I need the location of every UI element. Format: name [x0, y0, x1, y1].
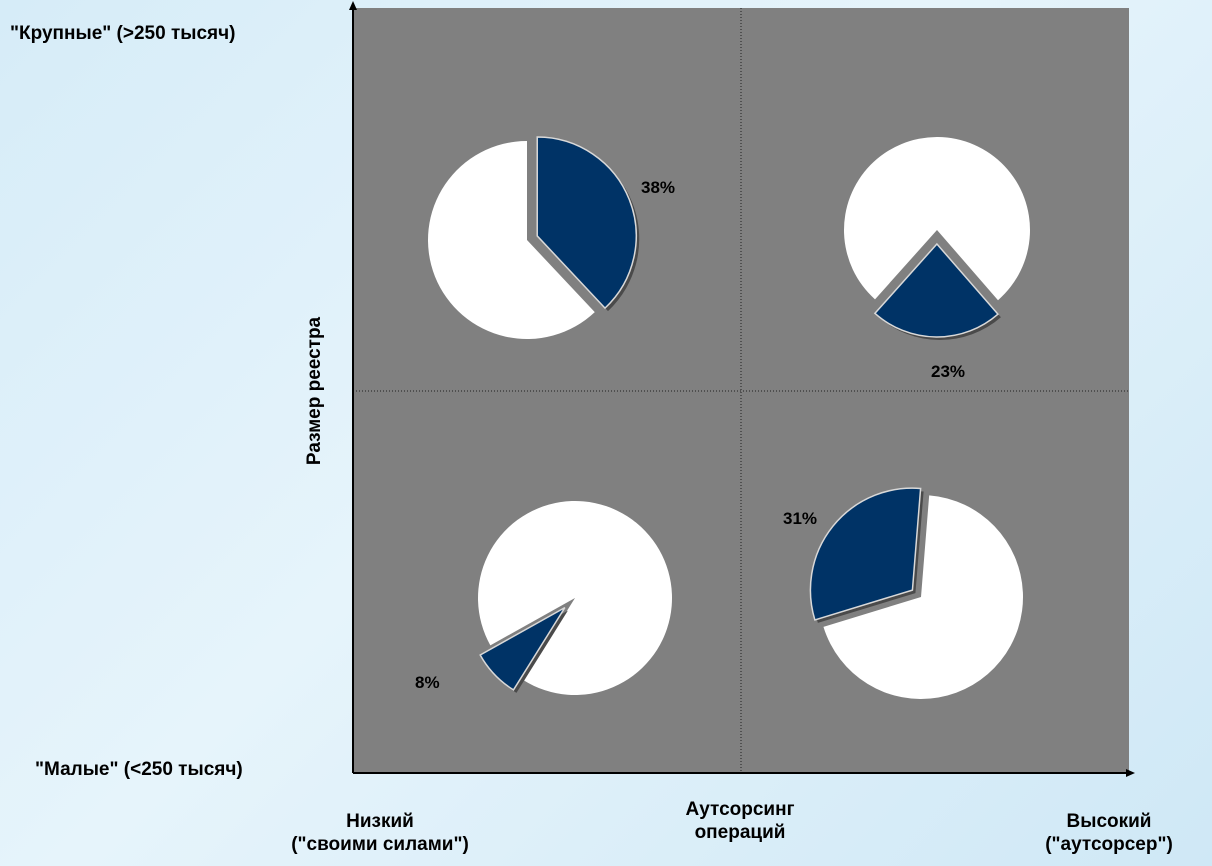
x-axis-left-label-line2: ("своими силами") — [291, 834, 469, 855]
x-axis-left-label: Низкий ("своими силами") — [230, 810, 530, 856]
pie-slice-remainder-top-right — [843, 137, 1030, 301]
y-axis-top-label: "Крупные" (>250 тысяч) — [10, 23, 236, 44]
pie-slice-highlight-bottom-left — [479, 607, 566, 691]
pie-slice-remainder-top-left — [428, 141, 595, 339]
data-label-bottom-right: 31% — [783, 509, 817, 528]
pie-slice-remainder-bottom-left — [478, 501, 673, 696]
x-axis-title-line2: операций — [694, 822, 786, 843]
x-axis-right-label: Высокий ("аутсорсер") — [1010, 810, 1208, 856]
x-axis-right-label-line1: Высокий — [1066, 811, 1152, 832]
y-axis-bottom-label: "Малые" (<250 тысяч) — [35, 759, 243, 780]
data-label-top-right: 23% — [931, 362, 965, 381]
pie-slice-remainder-bottom-right — [823, 495, 1024, 700]
x-axis-right-label-line2: ("аутсорсер") — [1045, 834, 1173, 855]
pie-bottom-left — [478, 501, 673, 696]
pie-slice-highlight-bottom-right — [809, 487, 922, 621]
y-axis-title: Размер реестра — [304, 316, 325, 465]
data-label-bottom-left: 8% — [415, 673, 440, 692]
pie-top-right — [843, 137, 1030, 341]
pie-top-left — [428, 136, 640, 339]
x-axis-left-label-line1: Низкий — [346, 811, 414, 832]
x-axis-title-line1: Аутсорсинг — [685, 799, 795, 820]
data-label-top-left: 38% — [641, 178, 675, 197]
pie-bottom-right — [809, 487, 1024, 700]
pie-slice-highlight-top-left — [536, 136, 637, 310]
x-axis-title: Аутсорсинг операций — [640, 798, 840, 844]
pie-slice-highlight-top-right — [873, 242, 999, 338]
